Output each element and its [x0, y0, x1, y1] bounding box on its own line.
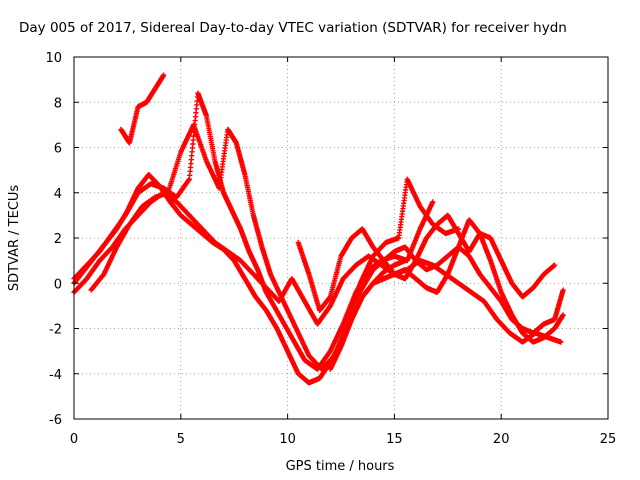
- y-tick-label: -6: [49, 413, 62, 428]
- x-tick-label: 25: [600, 432, 617, 447]
- x-tick-label: 5: [177, 432, 185, 447]
- data-point: [161, 72, 167, 78]
- x-tick-label: 15: [386, 432, 403, 447]
- y-tick-label: -4: [49, 368, 62, 383]
- y-tick-label: -2: [49, 323, 62, 338]
- x-axis-label: GPS time / hours: [286, 459, 395, 474]
- series-track-1: [118, 72, 167, 146]
- y-tick-label: 4: [54, 187, 62, 202]
- data-points: [71, 72, 566, 386]
- y-tick-label: 10: [45, 51, 62, 66]
- y-tick-label: 6: [54, 142, 62, 157]
- x-tick-label: 20: [493, 432, 510, 447]
- x-tick-label: 0: [70, 432, 78, 447]
- x-tick-label: 10: [279, 432, 296, 447]
- data-point: [430, 199, 436, 205]
- y-tick-label: 2: [54, 232, 62, 247]
- y-axis-label: SDTVAR / TECUs: [7, 185, 22, 292]
- y-tick-label: 0: [54, 277, 62, 292]
- chart-title: Day 005 of 2017, Sidereal Day-to-day VTE…: [19, 20, 567, 36]
- y-tick-label: 8: [54, 96, 62, 111]
